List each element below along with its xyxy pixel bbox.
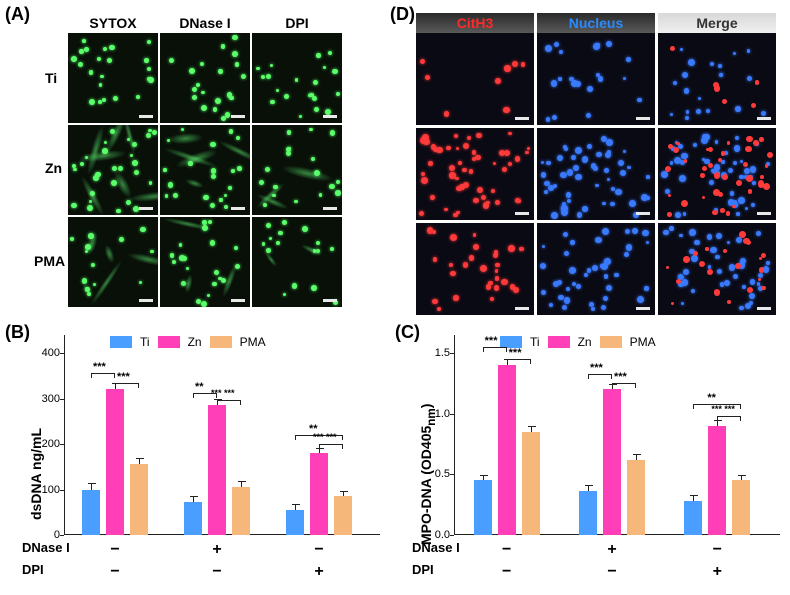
chart-b-legend: Ti Zn PMA (110, 335, 266, 349)
panel-d-cell (658, 128, 776, 220)
bar (579, 491, 597, 535)
bar (708, 426, 726, 535)
panel-a-col-sytox: SYTOX (68, 15, 158, 31)
bar (498, 365, 516, 535)
legend-swatch-zn (548, 336, 570, 348)
bar (208, 405, 226, 535)
panel-a-col-dpi: DPI (252, 15, 342, 31)
treat-label-dpi-b: DPI (22, 562, 44, 577)
chart-b-axis-y (64, 335, 65, 535)
bar (334, 496, 352, 535)
treat-label-dnase-c: DNase I (412, 540, 460, 555)
panel-d-cell (537, 223, 655, 315)
treat-label-dpi-c: DPI (412, 562, 434, 577)
panel-a-row-ti: Ti (45, 70, 57, 86)
panel-label-a: (A) (5, 4, 30, 25)
legend-label-pma: PMA (240, 335, 266, 349)
panel-d-col-merge: Merge (658, 13, 776, 33)
legend-swatch-ti (110, 336, 132, 348)
panel-d-cell (658, 33, 776, 125)
panel-a-cell (252, 33, 342, 123)
treatment-sign: − (497, 563, 517, 581)
panel-a-cell (68, 217, 158, 307)
legend-label-pma: PMA (630, 335, 656, 349)
treatment-sign: − (105, 541, 125, 559)
legend-swatch-pma (600, 336, 622, 348)
bar (310, 453, 328, 535)
bar (130, 464, 148, 535)
panel-a-cell (160, 125, 250, 215)
bar (232, 487, 250, 535)
panel-d-cell (416, 223, 534, 315)
treatment-sign: − (309, 541, 329, 559)
treatment-sign: + (207, 541, 227, 559)
panel-d-cell (658, 223, 776, 315)
chart-c-legend: Ti Zn PMA (500, 335, 656, 349)
treatment-sign: + (309, 563, 329, 581)
chart-c-axis-y (454, 335, 455, 535)
panel-a-cell (160, 33, 250, 123)
legend-label-ti: Ti (530, 335, 540, 349)
panel-d-col-nucleus: Nucleus (537, 13, 655, 33)
panel-a-cell (160, 217, 250, 307)
bar (522, 432, 540, 535)
treatment-sign: + (602, 541, 622, 559)
legend-label-ti: Ti (140, 335, 150, 349)
treat-label-dnase-b: DNase I (22, 540, 70, 555)
panel-a-cell (68, 125, 158, 215)
panel-a-grid (68, 33, 342, 307)
legend-label-zn: Zn (578, 335, 592, 349)
bar (106, 389, 124, 535)
chart-c: MPO-DNA (OD405nm) Ti Zn PMA 0.00.51.01.5… (410, 335, 780, 575)
panel-a-cell (68, 33, 158, 123)
legend-swatch-pma (210, 336, 232, 348)
panel-a-cell (252, 217, 342, 307)
panel-a-col-dnase: DNase I (160, 15, 250, 31)
panel-label-d: (D) (390, 4, 415, 25)
bar (474, 480, 492, 535)
bar (732, 480, 750, 535)
panel-d-cell (416, 128, 534, 220)
panel-d-cell (537, 128, 655, 220)
panel-d-grid (416, 33, 776, 315)
bar (603, 389, 621, 535)
panel-a-cell (252, 125, 342, 215)
panel-a-row-zn: Zn (45, 160, 62, 176)
panel-d-cell (416, 33, 534, 125)
bar (627, 460, 645, 535)
figure-container: (A) (D) (B) (C) SYTOX DNase I DPI Ti Zn … (0, 0, 790, 595)
chart-b: dsDNA ng/mL Ti Zn PMA 0100200300400*****… (20, 335, 380, 575)
treatment-sign: − (497, 541, 517, 559)
bar (184, 502, 202, 535)
panel-d-cell (537, 33, 655, 125)
treatment-sign: − (207, 563, 227, 581)
panel-a-row-pma: PMA (34, 253, 65, 269)
bar (684, 501, 702, 535)
legend-swatch-zn (158, 336, 180, 348)
treatment-sign: + (707, 563, 727, 581)
treatment-sign: − (602, 563, 622, 581)
panel-d-col-cith3: CitH3 (416, 13, 534, 33)
bar (82, 490, 100, 536)
bar (286, 510, 304, 535)
treatment-sign: − (105, 563, 125, 581)
treatment-sign: − (707, 541, 727, 559)
legend-label-zn: Zn (188, 335, 202, 349)
